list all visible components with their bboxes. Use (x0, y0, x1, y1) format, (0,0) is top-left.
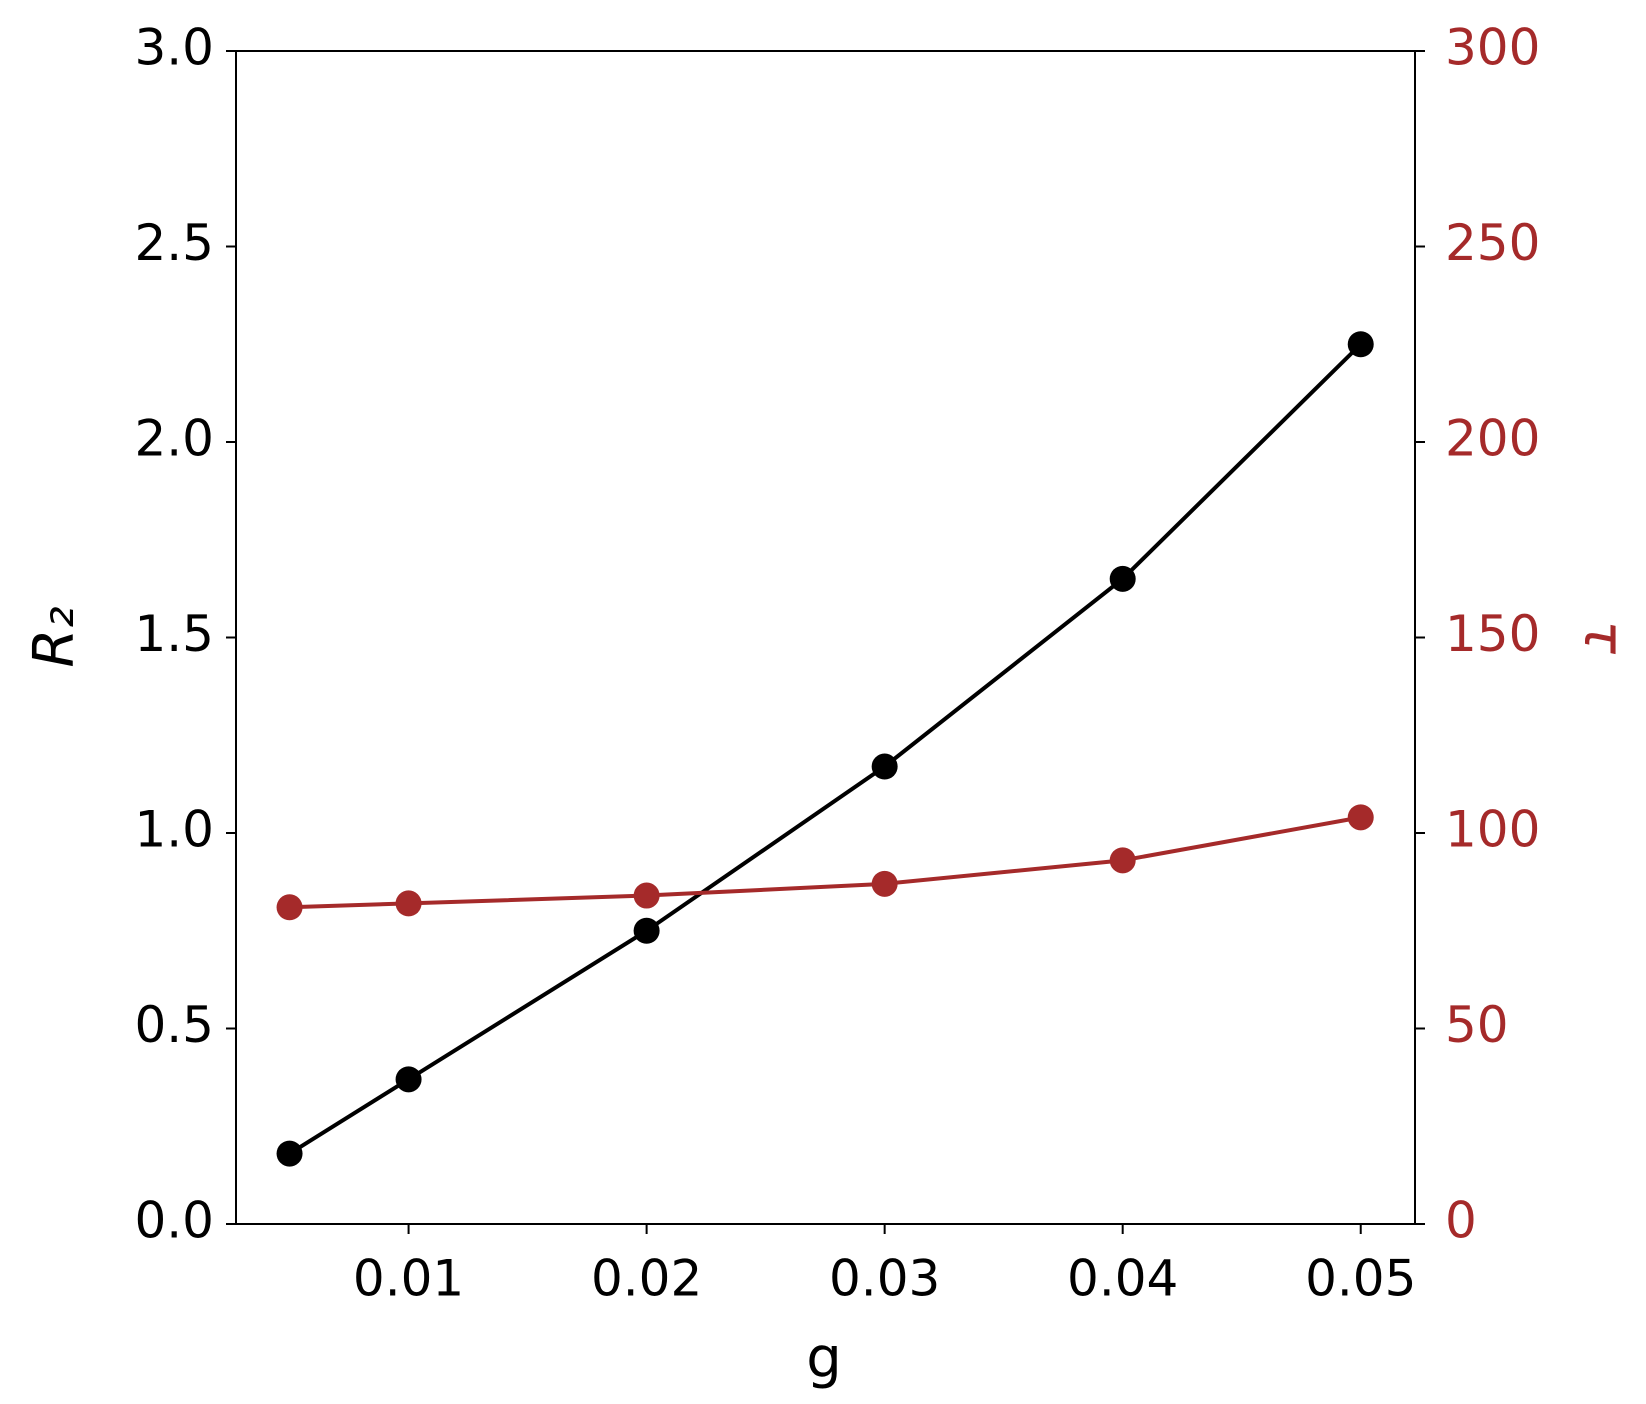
x-tick-label: 0.05 (1305, 1250, 1416, 1308)
y-axis-label: R₂ (22, 606, 87, 667)
y-tick-label: 1.5 (134, 605, 214, 663)
y2-axis-label: τ (1571, 620, 1636, 654)
point (395, 1066, 422, 1093)
y2-tick-label: 50 (1445, 996, 1509, 1054)
point (276, 894, 303, 921)
y2-tick-label: 100 (1445, 801, 1540, 859)
point (871, 870, 898, 897)
point (1109, 565, 1136, 592)
x-tick-label: 0.03 (829, 1250, 940, 1308)
y-tick-label: 0.5 (134, 996, 214, 1054)
point (1347, 331, 1374, 358)
y2-tick-label: 150 (1445, 605, 1540, 663)
point (395, 890, 422, 917)
point (1347, 804, 1374, 831)
point (276, 1140, 303, 1167)
series-line (289, 815, 1362, 910)
y2-tick-label: 200 (1445, 410, 1540, 468)
y2-tick-label: 250 (1445, 214, 1540, 272)
y-tick-label: 2.0 (134, 410, 214, 468)
point (1109, 847, 1136, 874)
x-tick-label: 0.04 (1067, 1250, 1178, 1308)
point (871, 753, 898, 780)
x-tick-label: 0.01 (353, 1250, 464, 1308)
series-line (288, 342, 1363, 1156)
y-tick-label: 3.0 (134, 19, 214, 77)
y-tick-label: 2.5 (134, 214, 214, 272)
point (633, 882, 660, 909)
y-tick-label: 1.0 (134, 801, 214, 859)
plot-frame (235, 50, 1416, 1225)
x-tick-label: 0.02 (591, 1250, 702, 1308)
y2-tick-label: 300 (1445, 19, 1540, 77)
point (633, 917, 660, 944)
x-axis-label: g (806, 1326, 842, 1391)
y-tick-label: 0.0 (134, 1192, 214, 1250)
y2-tick-label: 0 (1445, 1192, 1477, 1250)
